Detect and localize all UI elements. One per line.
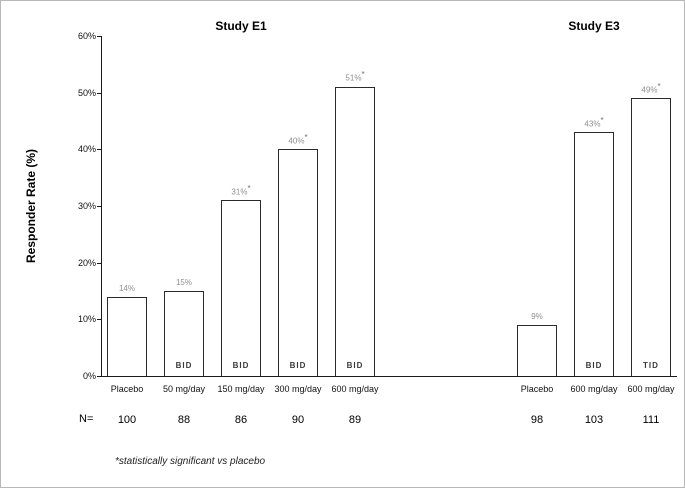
n-value: 88 xyxy=(177,414,191,426)
bar-value-label: 31%* xyxy=(231,183,251,197)
n-value: 111 xyxy=(642,414,660,426)
n-value: 90 xyxy=(291,414,305,426)
dose-schedule-label: BID xyxy=(585,361,603,370)
dose-schedule-label: BID xyxy=(289,361,307,370)
category-label: Placebo xyxy=(110,384,144,394)
y-axis-tick xyxy=(97,262,102,264)
bar xyxy=(107,296,147,376)
group-title: Study E3 xyxy=(568,19,620,33)
y-tick-label: 50% xyxy=(77,87,96,98)
bar-value-label: 15% xyxy=(175,278,192,287)
bar-value-label: 43%* xyxy=(584,115,604,129)
y-axis-title: Responder Rate (%) xyxy=(24,148,38,264)
y-tick-label: 60% xyxy=(77,31,96,41)
y-tick-label: 0% xyxy=(82,371,96,381)
category-label: 600 mg/day xyxy=(570,384,618,394)
significance-asterisk: * xyxy=(600,115,604,125)
y-axis-tick xyxy=(97,36,102,37)
n-row-label: N= xyxy=(79,413,94,425)
category-label: 600 mg/day xyxy=(331,384,379,394)
bar xyxy=(631,98,671,376)
category-label: 150 mg/day xyxy=(217,384,265,394)
significance-asterisk: * xyxy=(304,132,308,142)
n-value: 89 xyxy=(348,414,362,426)
bar-value-label: 9% xyxy=(531,312,543,321)
plot-area: 0% 10% 20% 30% 40% 50% 60% Study E1 14% Placebo 10… xyxy=(78,19,677,426)
category-label: 600 mg/day xyxy=(627,384,675,394)
bar xyxy=(278,149,318,376)
dose-schedule-label: TID xyxy=(643,361,659,370)
dose-schedule-label: BID xyxy=(232,361,250,370)
n-value: 86 xyxy=(234,414,248,426)
bar xyxy=(574,132,614,376)
significance-asterisk: * xyxy=(247,183,251,193)
bar-value-label: 14% xyxy=(118,283,135,293)
n-value: 103 xyxy=(584,414,604,426)
bar xyxy=(221,200,261,376)
group-title: Study E1 xyxy=(215,19,267,33)
category-label: Placebo xyxy=(520,384,554,394)
dose-schedule-label: BID xyxy=(346,361,364,370)
dose-schedule-label: BID xyxy=(175,361,193,370)
category-label: 300 mg/day xyxy=(274,384,322,394)
y-tick-label: 10% xyxy=(77,314,96,325)
n-value: 100 xyxy=(117,414,137,426)
bar-value-label: 40%* xyxy=(288,132,308,146)
bar-value-label: 49%* xyxy=(641,81,661,95)
y-tick-label: 40% xyxy=(77,144,96,155)
category-label: 50 mg/day xyxy=(162,384,206,394)
bar xyxy=(517,325,557,376)
n-value: 98 xyxy=(530,414,544,426)
footnote: *statistically significant vs placebo xyxy=(115,456,266,467)
y-axis-tick xyxy=(97,319,102,321)
y-tick-label: 30% xyxy=(77,201,96,211)
significance-asterisk: * xyxy=(361,70,365,80)
bar xyxy=(335,87,375,376)
y-axis-tick xyxy=(97,149,102,151)
bar-value-label: 51%* xyxy=(345,70,365,83)
significance-asterisk: * xyxy=(657,81,661,91)
y-axis-tick xyxy=(97,376,102,377)
y-axis-tick xyxy=(97,206,102,207)
bar xyxy=(164,291,204,376)
y-axis-tick xyxy=(97,92,102,94)
y-tick-label: 20% xyxy=(77,257,96,268)
